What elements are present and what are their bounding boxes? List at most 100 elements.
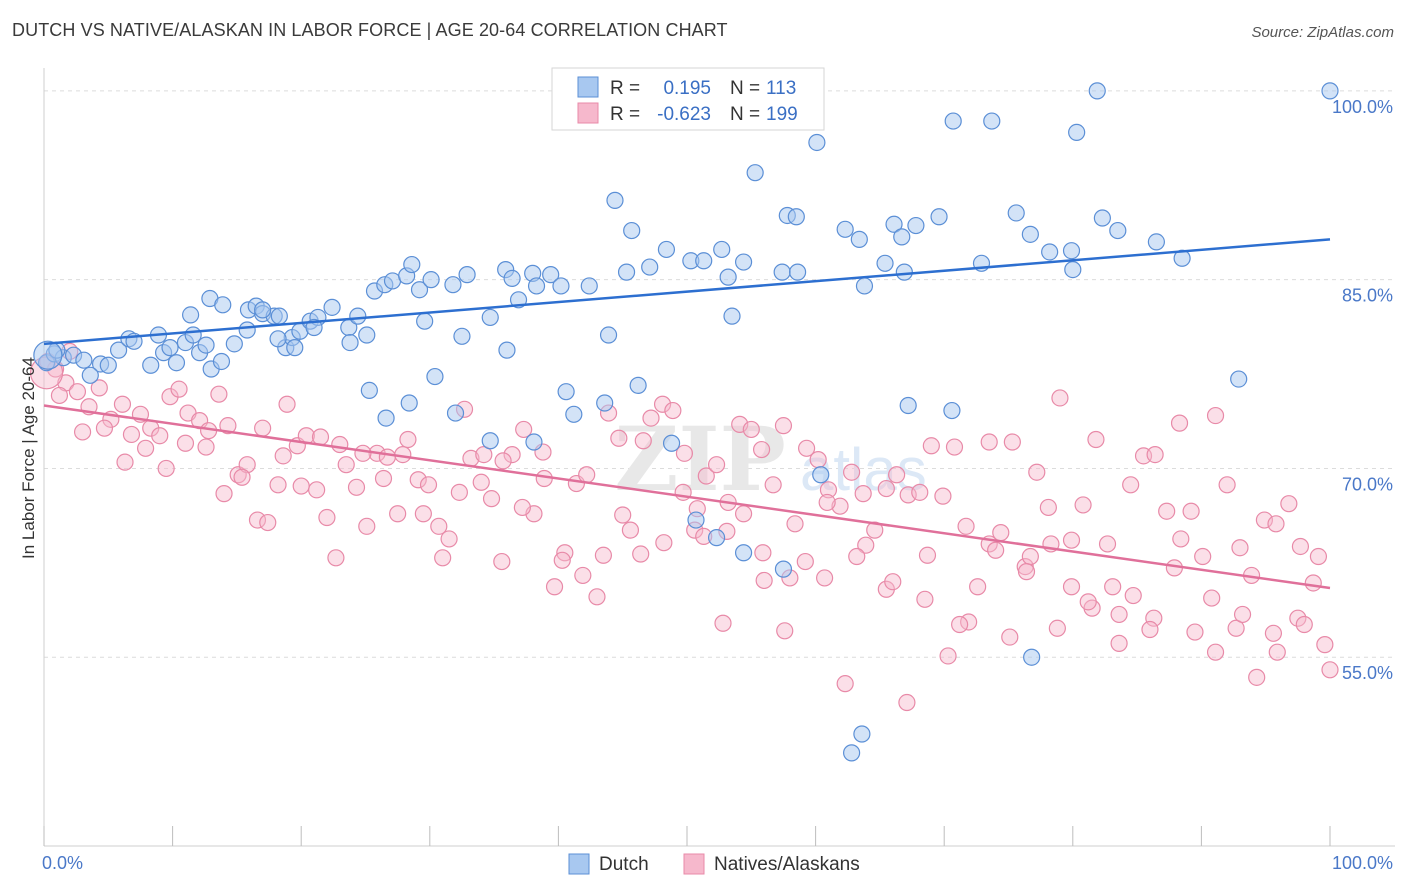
dutch-point-84 (1062, 242, 1081, 260)
native-point-7 (113, 395, 132, 413)
native-point-148 (614, 506, 632, 524)
dutch-point-119 (774, 560, 793, 578)
dutch-point-95 (214, 296, 232, 314)
native-point-60 (653, 395, 672, 413)
native-point-193 (1017, 563, 1036, 581)
dutch-point-122 (853, 725, 871, 743)
dutch-point-6 (109, 341, 128, 359)
dutch-point-62 (723, 307, 741, 325)
legend-r-value-dutch: 0.195 (663, 78, 711, 99)
native-point-113 (1267, 515, 1285, 533)
dutch-point-106 (426, 367, 444, 386)
native-point-200 (1233, 605, 1252, 624)
native-point-123 (116, 453, 134, 471)
native-point-109 (1218, 476, 1236, 494)
native-point-75 (819, 481, 838, 499)
native-point-160 (857, 536, 875, 554)
dutch-point-108 (481, 432, 499, 450)
native-point-81 (888, 466, 906, 484)
native-point-46 (503, 445, 521, 464)
native-point-192 (987, 541, 1005, 559)
native-point-21 (248, 511, 267, 529)
native-point-177 (1206, 643, 1225, 661)
native-point-23 (269, 476, 287, 494)
native-point-136 (374, 469, 393, 488)
native-point-133 (311, 428, 330, 446)
axes (43, 68, 1395, 847)
dutch-point-74 (885, 215, 903, 233)
native-point-35 (389, 505, 407, 523)
bottom-legend-dutch: Dutch (599, 854, 649, 875)
dutch-point-15 (197, 336, 215, 354)
native-point-11 (151, 427, 169, 445)
dutch-point-75 (893, 228, 911, 246)
dutch-point-115 (662, 434, 681, 452)
dutch-point-87 (1093, 209, 1111, 227)
native-point-78 (854, 485, 872, 503)
native-point-43 (472, 473, 490, 491)
native-point-182 (1309, 547, 1328, 566)
dutch-point-107 (446, 404, 465, 422)
native-point-61 (664, 401, 682, 420)
dutch-point-38 (416, 312, 434, 330)
native-point-3 (68, 383, 87, 401)
native-point-127 (197, 438, 215, 456)
native-point-94 (1039, 498, 1057, 517)
dutch-point-117 (707, 529, 726, 547)
native-point-181 (1289, 609, 1307, 627)
native-point-170 (1062, 578, 1081, 596)
native-point-44 (482, 490, 501, 508)
y-tick-label-2: 85.0% (1342, 286, 1393, 306)
dutch-point-102 (341, 333, 359, 352)
dutch-point-76 (895, 263, 913, 281)
series-dutch-points (33, 82, 1339, 762)
native-point-13 (170, 380, 188, 398)
native-point-80 (877, 479, 895, 498)
legend-n-value-natives: 199 (766, 104, 798, 125)
chart-title: DUTCH VS NATIVE/ALASKAN IN LABOR FORCE |… (12, 20, 728, 40)
native-point-114 (1280, 495, 1298, 513)
dutch-point-111 (557, 383, 575, 401)
native-point-180 (1268, 643, 1286, 661)
dutch-cluster-point (33, 340, 63, 370)
dutch-point-73 (876, 254, 894, 272)
bottom-legend: Dutch Natives/Alaskans (568, 853, 860, 875)
native-point-128 (215, 485, 233, 503)
native-point-122 (95, 419, 114, 437)
native-point-124 (136, 439, 155, 457)
x-tick-label-max: 100.0% (1332, 853, 1393, 873)
native-point-131 (274, 447, 292, 465)
dutch-point-45 (503, 269, 521, 287)
x-tick-label-min: 0.0% (42, 853, 83, 873)
native-point-157 (796, 552, 814, 571)
native-point-8 (122, 425, 141, 444)
dutch-point-68 (788, 263, 807, 281)
native-point-86 (945, 438, 964, 456)
native-point-149 (634, 432, 652, 450)
dutch-point-4 (75, 351, 93, 369)
dutch-point-43 (481, 308, 499, 327)
native-point-104 (1158, 502, 1176, 520)
dutch-trend-line (43, 238, 1331, 346)
native-point-110 (1231, 539, 1249, 557)
native-point-163 (918, 546, 937, 564)
native-point-121 (73, 423, 92, 441)
dutch-point-86 (1088, 82, 1106, 100)
dutch-point-69 (808, 133, 826, 152)
dutch-point-70 (836, 220, 854, 238)
dutch-point-127 (1068, 123, 1086, 142)
native-point-31 (347, 478, 366, 496)
native-point-71 (774, 417, 793, 435)
source-credit: Source: ZipAtlas.com (1251, 24, 1394, 41)
dutch-point-131 (1230, 370, 1248, 388)
native-point-117 (1316, 636, 1334, 654)
native-point-176 (1186, 623, 1204, 641)
dutch-point-96 (238, 321, 256, 339)
native-point-132 (292, 477, 310, 495)
grid-lines (44, 90, 1395, 658)
native-point-72 (786, 515, 804, 533)
dutch-point-85 (1064, 260, 1082, 279)
dutch-point-50 (552, 277, 570, 295)
native-point-100 (1110, 634, 1128, 652)
native-point-73 (797, 439, 816, 457)
